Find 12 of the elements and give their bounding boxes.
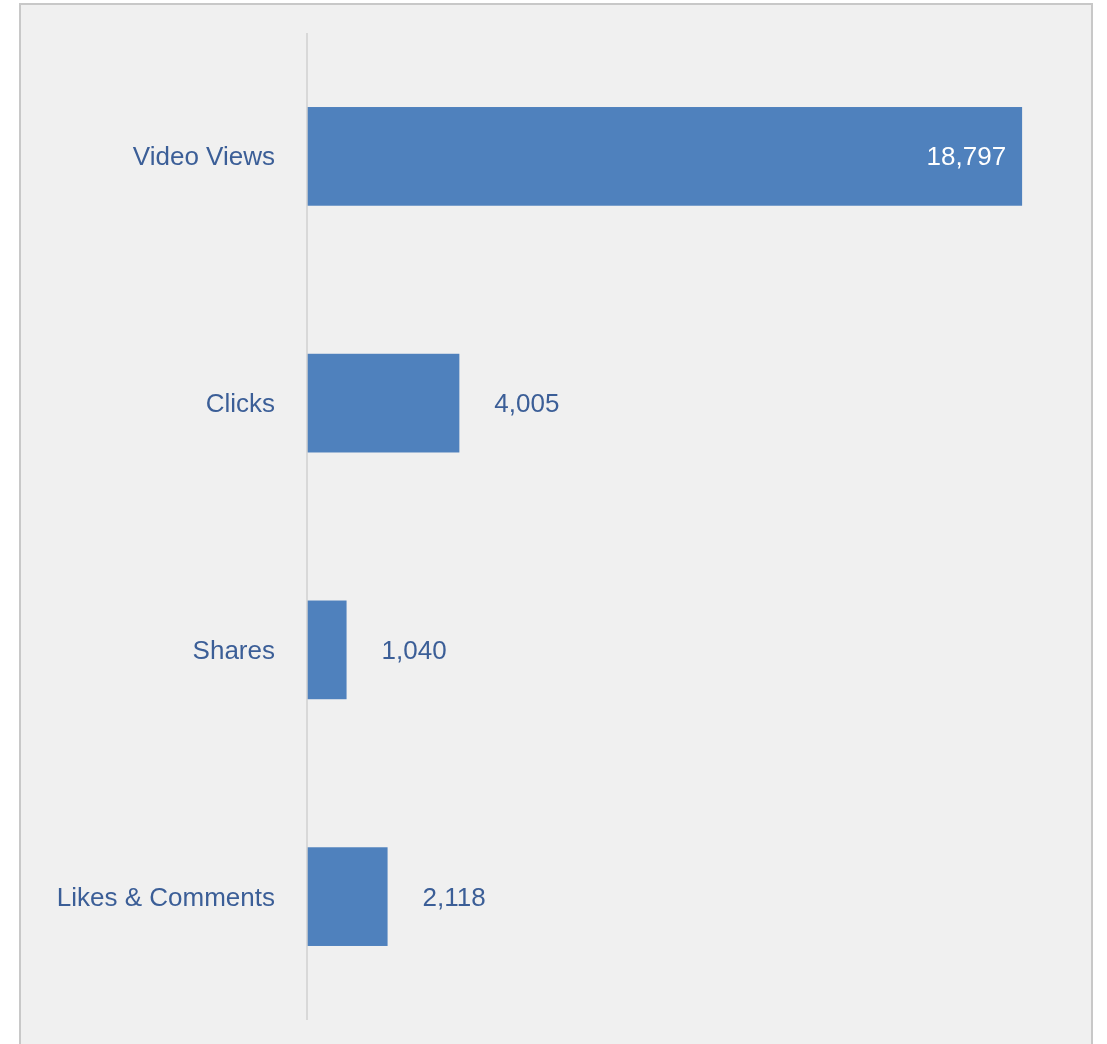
y-tick-label: Likes & Comments xyxy=(56,881,275,912)
y-tick-label: Clicks xyxy=(205,388,275,419)
y-tick-label: Video Views xyxy=(132,141,275,172)
data-label: 1,040 xyxy=(381,634,447,665)
bar xyxy=(307,107,1023,206)
y-tick-label: Shares xyxy=(192,634,275,665)
bar xyxy=(307,847,388,946)
bar xyxy=(307,353,460,453)
bar xyxy=(307,600,347,700)
data-label: 4,005 xyxy=(494,388,560,419)
data-label: 18,797 xyxy=(926,141,1007,172)
data-label: 2,118 xyxy=(422,881,486,912)
